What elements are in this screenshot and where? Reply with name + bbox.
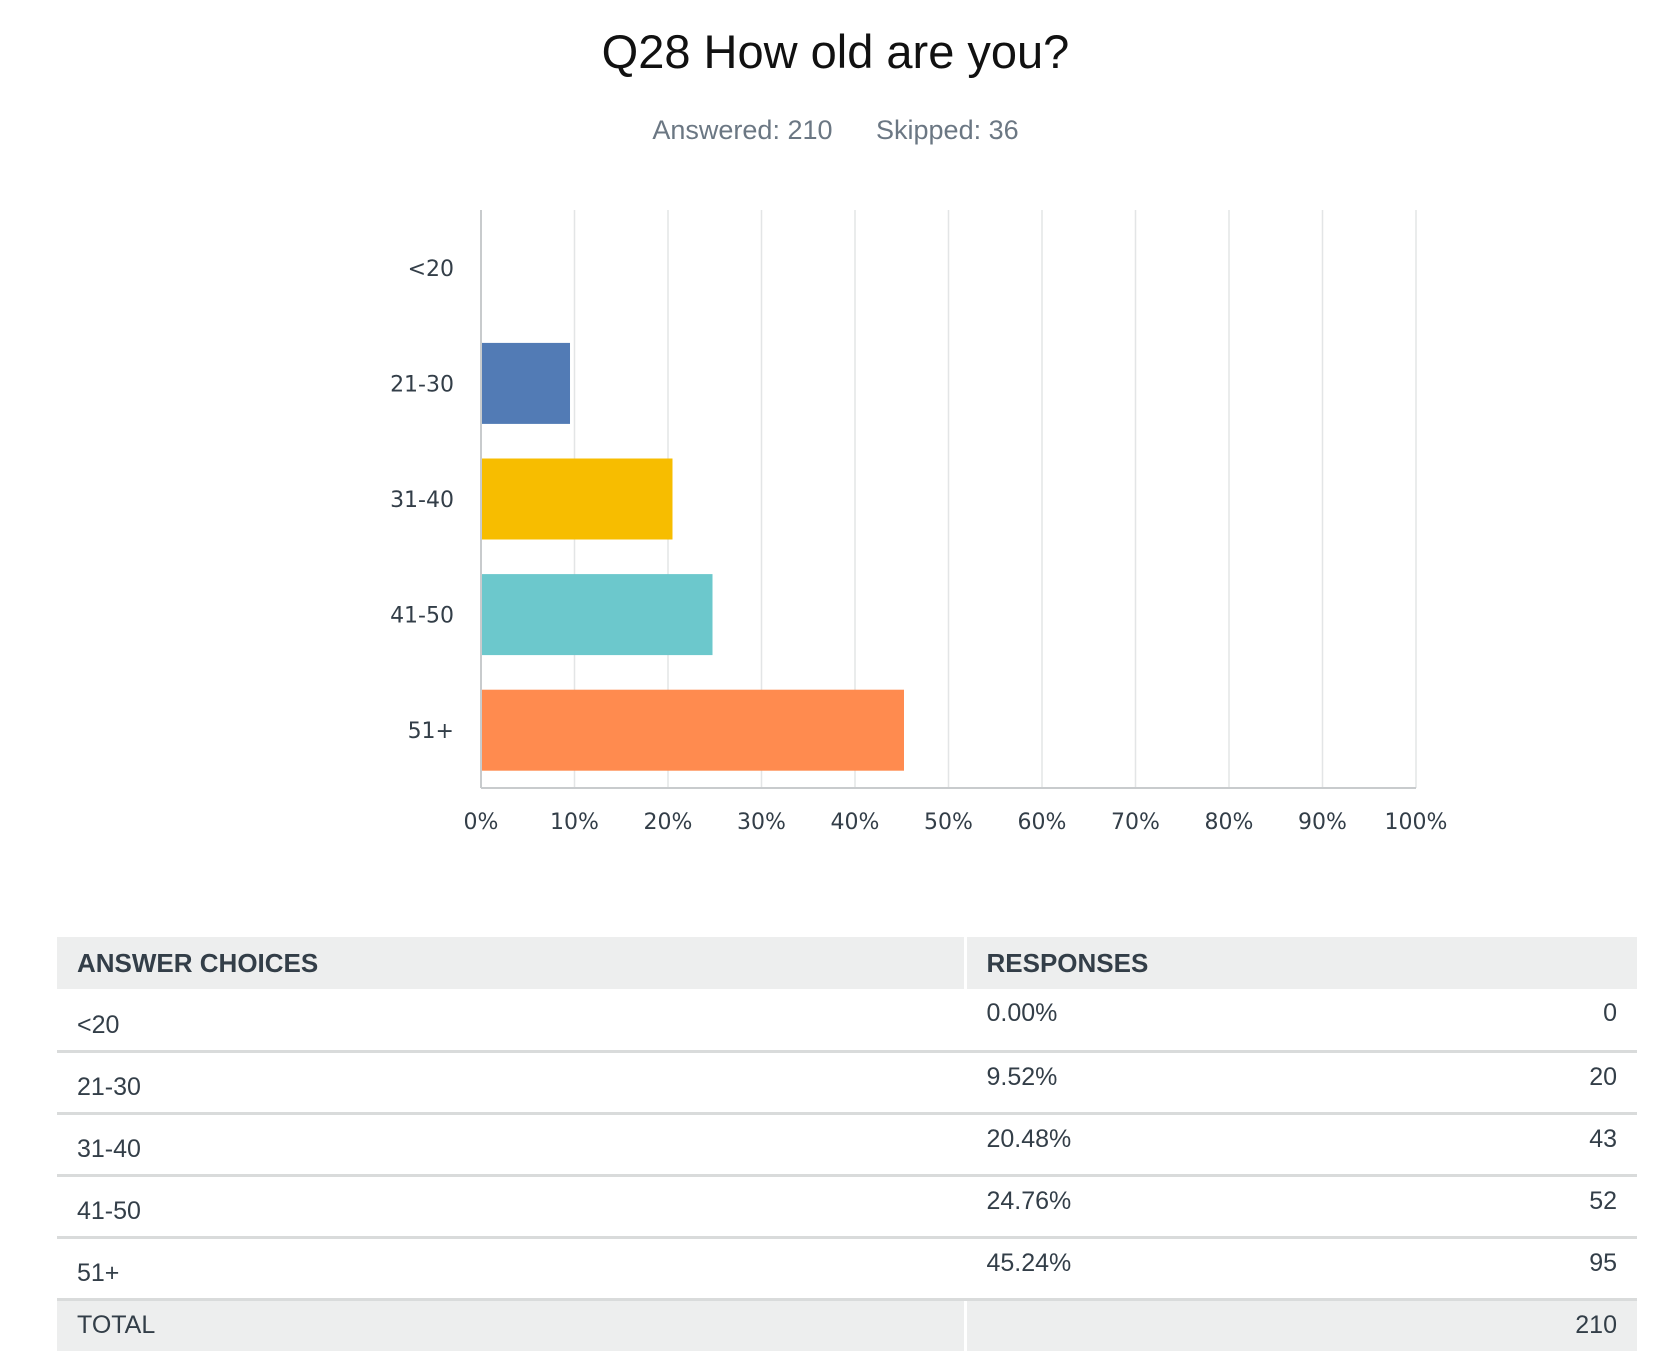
table-row: 31-40 20.48% 43 bbox=[57, 1113, 1637, 1177]
category-label: 21-30 bbox=[390, 372, 454, 397]
response-percent: 0.00% bbox=[986, 999, 1058, 1027]
answer-choice-cell: 51+ bbox=[57, 1237, 967, 1301]
table-row: <20 0.00% 0 bbox=[57, 989, 1637, 1053]
x-tick-label: 80% bbox=[1205, 810, 1254, 835]
x-tick-label: 70% bbox=[1111, 810, 1160, 835]
response-cell: 24.76% 52 bbox=[965, 1175, 1637, 1239]
x-tick-label: 100% bbox=[1385, 810, 1448, 835]
response-percent: 24.76% bbox=[986, 1186, 1072, 1215]
response-summary: Answered: 210 Skipped: 36 bbox=[0, 115, 1671, 146]
response-percent: 45.24% bbox=[986, 1248, 1072, 1277]
answer-choice-cell: 21-30 bbox=[57, 1051, 967, 1115]
table-row: 41-50 24.76% 52 bbox=[57, 1175, 1637, 1239]
response-count: 52 bbox=[1589, 1186, 1617, 1215]
response-cell: 0.00% 0 bbox=[965, 989, 1637, 1053]
x-tick-label: 0% bbox=[464, 810, 499, 835]
response-percent: 20.48% bbox=[986, 1124, 1072, 1153]
category-label: 31-40 bbox=[390, 488, 454, 513]
answer-choice-cell: 41-50 bbox=[57, 1175, 967, 1239]
response-cell: 9.52% 20 bbox=[965, 1051, 1637, 1115]
answer-choice-cell: 31-40 bbox=[57, 1113, 967, 1177]
total-row: TOTAL 210 bbox=[57, 1299, 1637, 1351]
x-tick-label: 20% bbox=[644, 810, 693, 835]
answer-choice-cell: <20 bbox=[57, 989, 967, 1053]
table-body: <20 0.00% 0 21-30 9.52% 20 31-40 20.48% 43 41-50 2… bbox=[57, 989, 1637, 1301]
chart-category-labels: <20 21-30 31-40 41-50 51+ bbox=[390, 257, 454, 744]
x-tick-label: 30% bbox=[737, 810, 786, 835]
chart-bars bbox=[481, 342, 904, 771]
table-row: 21-30 9.52% 20 bbox=[57, 1051, 1637, 1115]
table-header-row: ANSWER CHOICES RESPONSES bbox=[57, 937, 1637, 989]
response-percent: 9.52% bbox=[986, 1062, 1058, 1091]
answer-choices-header[interactable]: ANSWER CHOICES bbox=[57, 937, 967, 989]
response-cell: 20.48% 43 bbox=[965, 1113, 1637, 1177]
age-bar-chart: <20 21-30 31-40 41-50 51+ 0% 10% 20% 30% 40% 50% 6… bbox=[390, 210, 1448, 835]
question-title: Q28 How old are you? bbox=[601, 25, 1070, 78]
x-tick-label: 60% bbox=[1018, 810, 1067, 835]
responses-header[interactable]: RESPONSES bbox=[965, 937, 1637, 989]
category-label: 41-50 bbox=[390, 604, 454, 629]
response-count: 20 bbox=[1589, 1062, 1617, 1091]
table-row: 51+ 45.24% 95 bbox=[57, 1237, 1637, 1301]
answered-count: Answered: 210 bbox=[652, 115, 833, 145]
total-value: 210 bbox=[965, 1299, 1637, 1351]
chart-tick-labels: 0% 10% 20% 30% 40% 50% 60% 70% 80% 90% 100% bbox=[464, 810, 1448, 835]
bar-5[interactable] bbox=[481, 689, 904, 771]
bar-2[interactable] bbox=[481, 342, 571, 424]
response-cell: 45.24% 95 bbox=[965, 1237, 1637, 1301]
bar-3[interactable] bbox=[481, 458, 673, 540]
x-tick-label: 10% bbox=[550, 810, 599, 835]
results-table: ANSWER CHOICES RESPONSES <20 0.00% 0 21-30 9… bbox=[57, 937, 1637, 1351]
x-tick-label: 90% bbox=[1298, 810, 1347, 835]
response-count: 95 bbox=[1589, 1248, 1617, 1277]
total-label: TOTAL bbox=[57, 1299, 967, 1351]
x-tick-label: 50% bbox=[924, 810, 973, 835]
response-count: 43 bbox=[1589, 1124, 1617, 1153]
x-tick-label: 40% bbox=[831, 810, 880, 835]
response-count: 0 bbox=[1603, 999, 1617, 1027]
bar-4[interactable] bbox=[481, 574, 713, 656]
category-label: 51+ bbox=[408, 719, 454, 744]
category-label: <20 bbox=[408, 257, 454, 282]
skipped-count: Skipped: 36 bbox=[876, 115, 1019, 145]
